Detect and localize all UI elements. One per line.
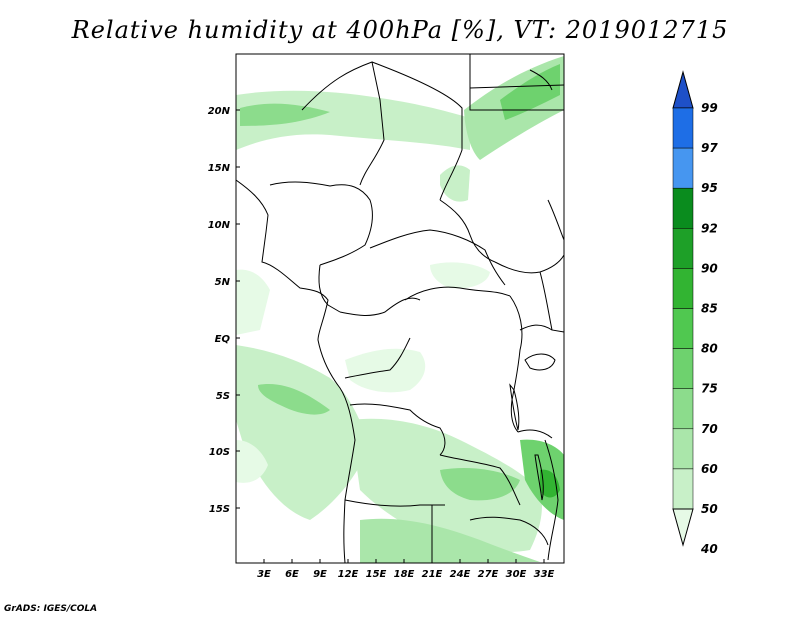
lake-tanganyika xyxy=(509,383,520,431)
colorbar-segments xyxy=(672,70,694,547)
colorbar-segment xyxy=(672,107,694,149)
colorbar-segment xyxy=(672,228,694,269)
border-egypt-sudan xyxy=(469,54,564,111)
border-congo xyxy=(339,297,421,316)
border-kenya xyxy=(539,271,564,333)
colorbar-label: 50 xyxy=(701,502,718,516)
colorbar-segment xyxy=(672,388,694,430)
lat-label: 5N xyxy=(215,277,231,288)
lon-label: 27E xyxy=(478,569,499,580)
colorbar-labels: 99 97 95 92 90 85 80 75 70 60 50 40 xyxy=(700,101,718,556)
colorbar-segment xyxy=(672,268,694,309)
lon-labels: 3E 6E 9E 12E 15E 18E 21E 24E 27E 30E 33E xyxy=(257,569,554,580)
colorbar-label: 60 xyxy=(701,462,718,476)
humidity-area-chad xyxy=(440,165,470,202)
lon-label: 18E xyxy=(394,569,415,580)
border-niger-chad xyxy=(371,61,463,201)
border-drc-west xyxy=(344,337,411,379)
humidity-field xyxy=(236,56,564,563)
lon-label: 21E xyxy=(422,569,443,580)
colorbar-label: 95 xyxy=(701,181,718,195)
colorbar-label: 92 xyxy=(701,221,718,235)
humidity-area-north-core xyxy=(240,103,330,126)
lat-label: 15S xyxy=(209,504,230,515)
lat-label: 10S xyxy=(209,447,230,458)
border-angola-south xyxy=(344,499,445,507)
lon-label: 15E xyxy=(366,569,387,580)
border-tanzania xyxy=(517,429,553,439)
lat-labels: 20N 15N 10N 5N EQ 5S 10S 15S xyxy=(208,106,231,515)
colorbar-segment xyxy=(672,468,694,510)
humidity-area-angola-core xyxy=(258,384,330,415)
border-zimbabwe xyxy=(469,516,549,546)
map-frame xyxy=(235,53,565,564)
border-mozambique xyxy=(544,439,559,561)
coastline-west-africa xyxy=(236,179,356,563)
lake-victoria xyxy=(524,353,556,371)
lon-label: 6E xyxy=(285,569,299,580)
border-ethiopia xyxy=(547,199,564,241)
colorbar-label: 85 xyxy=(701,302,718,316)
colorbar-label: 40 xyxy=(700,542,718,556)
colorbar-segment xyxy=(672,348,694,389)
colorbar-label: 99 xyxy=(701,101,718,115)
humidity-area-central xyxy=(430,262,490,289)
colorbar-segment xyxy=(672,147,694,189)
border-cameroon xyxy=(318,264,341,313)
border-chad-sudan xyxy=(439,199,496,263)
lon-label: 3E xyxy=(257,569,271,580)
border-angola-drc xyxy=(349,403,446,456)
red-sea-coast xyxy=(529,69,553,91)
lon-label: 30E xyxy=(506,569,527,580)
colorbar-segment xyxy=(672,428,694,470)
grads-footer: GrADS: IGES/COLA xyxy=(4,604,98,614)
lat-label: 15N xyxy=(208,163,231,174)
colorbar-segment xyxy=(672,70,694,109)
lon-label: 24E xyxy=(450,569,471,580)
border-south-sudan xyxy=(494,254,564,274)
humidity-area-west-coast xyxy=(236,269,270,335)
colorbar: 99 97 95 92 90 85 80 75 70 60 50 40 xyxy=(672,70,718,556)
country-borders xyxy=(236,54,564,563)
axis-ticks xyxy=(236,109,545,563)
colorbar-segment xyxy=(672,508,694,547)
border-drc-north xyxy=(404,286,511,301)
humidity-area-zambia xyxy=(350,418,542,553)
border-drc-east xyxy=(509,295,523,433)
lat-label: EQ xyxy=(215,334,231,345)
border-nigeria xyxy=(269,181,373,266)
colorbar-label: 80 xyxy=(701,342,718,356)
colorbar-label: 97 xyxy=(701,141,718,155)
lat-label: 10N xyxy=(208,220,231,231)
lake-malawi xyxy=(534,454,544,501)
border-uganda xyxy=(519,324,553,331)
lat-label: 20N xyxy=(208,106,231,117)
colorbar-label: 70 xyxy=(701,422,718,436)
lon-label: 33E xyxy=(534,569,555,580)
border-zambia xyxy=(439,454,521,506)
humidity-area-northeast-core xyxy=(500,64,560,120)
chart-title: Relative humidity at 400hPa [%], VT: 201… xyxy=(71,16,729,44)
colorbar-segment xyxy=(672,308,694,349)
border-car xyxy=(369,229,506,286)
colorbar-segment xyxy=(672,187,694,229)
colorbar-label: 90 xyxy=(701,261,718,275)
humidity-area-zambia-core xyxy=(440,468,520,501)
colorbar-label: 75 xyxy=(701,382,718,396)
lat-label: 5S xyxy=(216,391,230,402)
humidity-area-southwest xyxy=(236,440,268,483)
humidity-area-south xyxy=(360,518,540,563)
border-libya-sudan xyxy=(469,84,564,89)
lon-label: 9E xyxy=(313,569,327,580)
lon-label: 12E xyxy=(338,569,359,580)
